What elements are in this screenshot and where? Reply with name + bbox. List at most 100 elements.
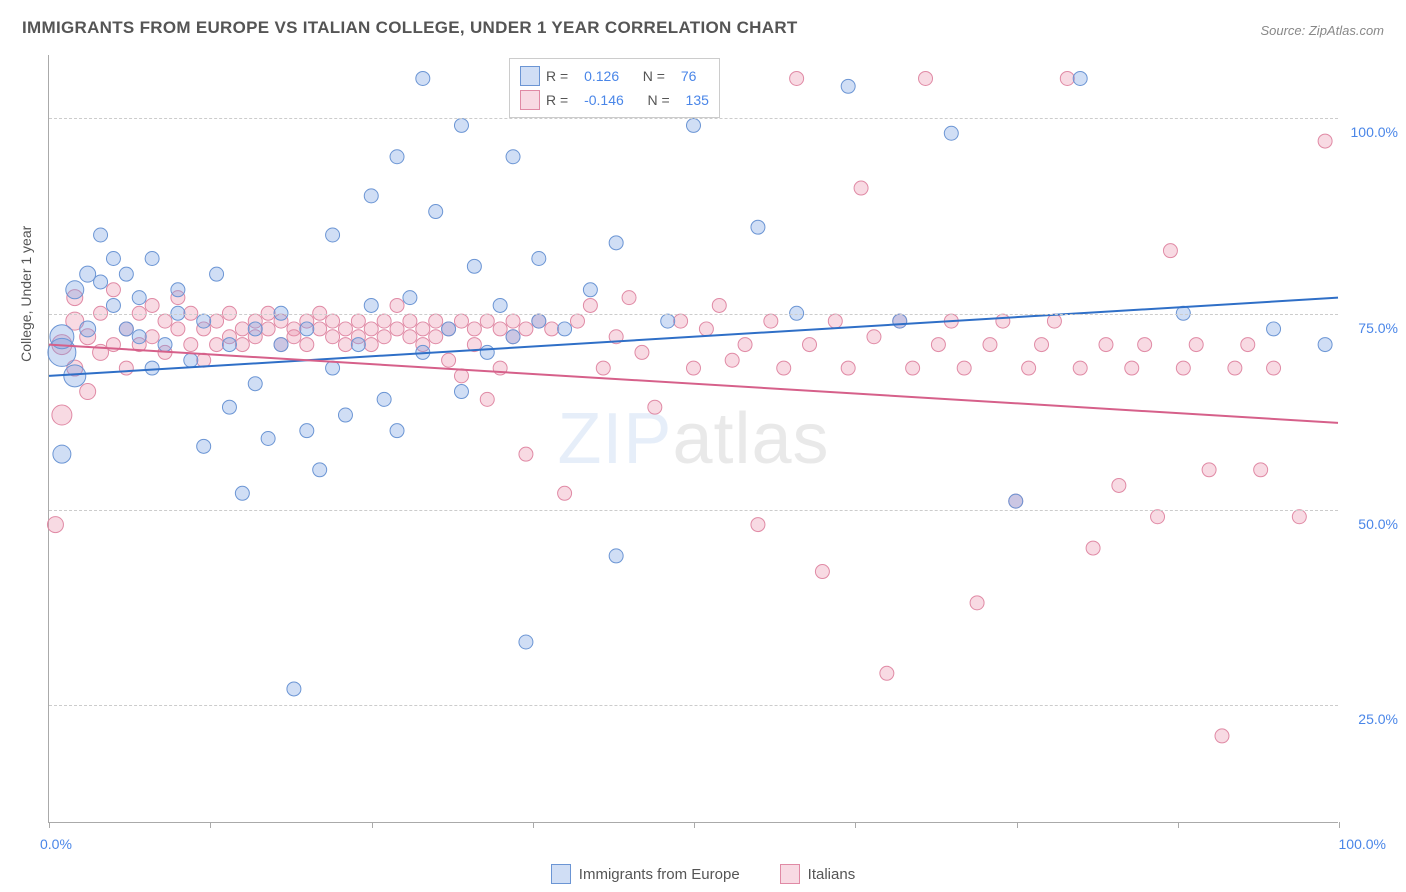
scatter-point bbox=[53, 445, 71, 463]
trend-line bbox=[49, 345, 1338, 423]
scatter-point bbox=[454, 369, 468, 383]
scatter-point bbox=[106, 298, 120, 312]
scatter-point bbox=[1189, 338, 1203, 352]
scatter-point bbox=[790, 71, 804, 85]
scatter-point bbox=[326, 330, 340, 344]
scatter-point bbox=[364, 338, 378, 352]
scatter-point bbox=[222, 338, 236, 352]
scatter-point bbox=[725, 353, 739, 367]
scatter-point bbox=[145, 330, 159, 344]
scatter-point bbox=[197, 439, 211, 453]
legend-n-label-1: N = bbox=[643, 68, 665, 84]
scatter-point bbox=[970, 596, 984, 610]
scatter-point bbox=[609, 236, 623, 250]
gridline bbox=[49, 314, 1338, 315]
legend-n-label-2: N = bbox=[647, 92, 669, 108]
scatter-point bbox=[1267, 361, 1281, 375]
scatter-point bbox=[1163, 244, 1177, 258]
scatter-point bbox=[519, 447, 533, 461]
scatter-point bbox=[132, 330, 146, 344]
y-axis-label: College, Under 1 year bbox=[18, 226, 34, 362]
bottom-legend-label-2: Italians bbox=[808, 866, 856, 883]
scatter-point bbox=[171, 322, 185, 336]
scatter-point bbox=[377, 314, 391, 328]
scatter-point bbox=[841, 361, 855, 375]
gridline bbox=[49, 510, 1338, 511]
scatter-point bbox=[210, 314, 224, 328]
scatter-point bbox=[300, 424, 314, 438]
scatter-point bbox=[751, 220, 765, 234]
scatter-point bbox=[867, 330, 881, 344]
scatter-point bbox=[442, 322, 456, 336]
scatter-point bbox=[1073, 71, 1087, 85]
chart-svg bbox=[49, 55, 1338, 822]
scatter-point bbox=[906, 361, 920, 375]
scatter-point bbox=[1086, 541, 1100, 555]
scatter-point bbox=[287, 682, 301, 696]
scatter-point bbox=[416, 322, 430, 336]
scatter-point bbox=[261, 432, 275, 446]
scatter-point bbox=[364, 298, 378, 312]
legend-swatch-1 bbox=[520, 66, 540, 86]
scatter-point bbox=[119, 322, 133, 336]
scatter-point bbox=[609, 549, 623, 563]
scatter-point bbox=[596, 361, 610, 375]
scatter-point bbox=[1112, 478, 1126, 492]
scatter-point bbox=[429, 205, 443, 219]
legend-n-value-2: 135 bbox=[686, 92, 709, 108]
scatter-point bbox=[506, 314, 520, 328]
scatter-point bbox=[519, 635, 533, 649]
scatter-point bbox=[132, 291, 146, 305]
scatter-point bbox=[158, 338, 172, 352]
scatter-point bbox=[390, 322, 404, 336]
scatter-point bbox=[351, 338, 365, 352]
scatter-point bbox=[1073, 361, 1087, 375]
scatter-point bbox=[506, 150, 520, 164]
scatter-point bbox=[158, 314, 172, 328]
scatter-point bbox=[1292, 510, 1306, 524]
scatter-point bbox=[390, 298, 404, 312]
scatter-point bbox=[1318, 338, 1332, 352]
legend-r-label-2: R = bbox=[546, 92, 568, 108]
scatter-point bbox=[1228, 361, 1242, 375]
scatter-point bbox=[957, 361, 971, 375]
scatter-point bbox=[931, 338, 945, 352]
scatter-point bbox=[47, 517, 63, 533]
x-tick bbox=[49, 822, 50, 828]
scatter-point bbox=[338, 322, 352, 336]
x-min-label: 0.0% bbox=[40, 836, 72, 852]
scatter-point bbox=[480, 345, 494, 359]
scatter-point bbox=[1202, 463, 1216, 477]
y-tick-label: 50.0% bbox=[1343, 516, 1398, 532]
scatter-point bbox=[287, 330, 301, 344]
scatter-point bbox=[351, 314, 365, 328]
scatter-point bbox=[1151, 510, 1165, 524]
legend-row-2: R = -0.146 N = 135 bbox=[520, 88, 709, 112]
scatter-point bbox=[803, 338, 817, 352]
scatter-point bbox=[184, 353, 198, 367]
gridline bbox=[49, 705, 1338, 706]
scatter-point bbox=[403, 291, 417, 305]
scatter-point bbox=[235, 338, 249, 352]
scatter-point bbox=[94, 275, 108, 289]
scatter-point bbox=[648, 400, 662, 414]
bottom-legend: Immigrants from Europe Italians bbox=[0, 864, 1406, 884]
scatter-point bbox=[1267, 322, 1281, 336]
scatter-point bbox=[210, 267, 224, 281]
x-tick bbox=[1339, 822, 1340, 828]
x-tick bbox=[855, 822, 856, 828]
x-tick bbox=[210, 822, 211, 828]
scatter-point bbox=[493, 322, 507, 336]
scatter-point bbox=[622, 291, 636, 305]
scatter-point bbox=[1035, 338, 1049, 352]
scatter-point bbox=[80, 384, 96, 400]
scatter-point bbox=[687, 118, 701, 132]
scatter-point bbox=[467, 259, 481, 273]
scatter-point bbox=[532, 314, 546, 328]
scatter-point bbox=[235, 486, 249, 500]
scatter-point bbox=[1047, 314, 1061, 328]
scatter-point bbox=[1138, 338, 1152, 352]
scatter-point bbox=[454, 314, 468, 328]
x-tick bbox=[1178, 822, 1179, 828]
scatter-point bbox=[570, 314, 584, 328]
